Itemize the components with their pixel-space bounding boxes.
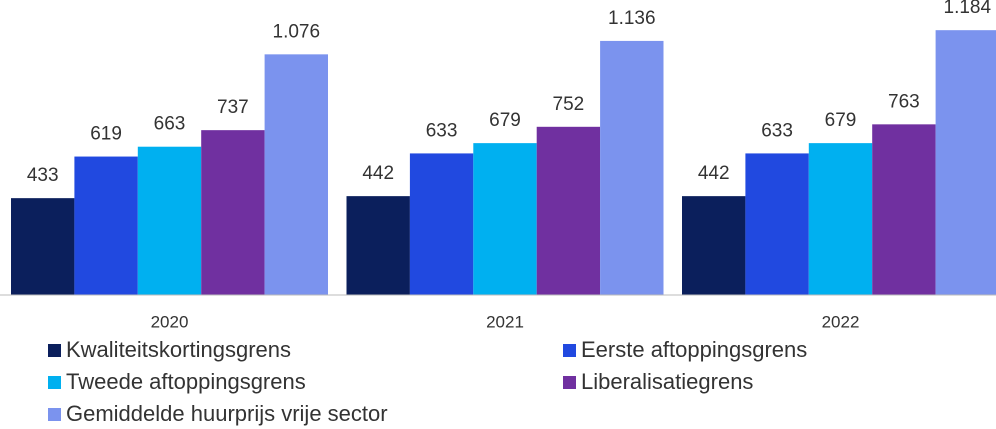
legend-marker xyxy=(48,376,61,389)
data-label: 1.136 xyxy=(608,8,656,29)
bar xyxy=(682,196,746,295)
data-label: 737 xyxy=(217,97,249,118)
data-label: 679 xyxy=(825,110,857,131)
bar xyxy=(346,196,410,295)
bar xyxy=(201,130,265,295)
legend-label: Tweede aftoppingsgrens xyxy=(66,369,306,394)
data-label: 442 xyxy=(698,163,730,184)
bar xyxy=(409,153,474,295)
bar xyxy=(264,54,328,296)
x-tick-label: 2021 xyxy=(486,312,524,331)
bar xyxy=(745,153,809,295)
legend-label: Kwaliteitskortingsgrens xyxy=(66,337,291,362)
data-label: 679 xyxy=(489,110,521,131)
data-label: 1.076 xyxy=(273,21,321,42)
legend-label: Liberalisatiegrens xyxy=(581,369,753,394)
bar xyxy=(808,143,873,295)
data-label: 442 xyxy=(362,163,394,184)
data-label: 1.184 xyxy=(944,0,992,18)
data-label: 663 xyxy=(154,114,186,135)
legend-label: Eerste aftoppingsgrens xyxy=(581,337,807,362)
bar xyxy=(11,198,75,295)
legend-marker xyxy=(563,344,576,357)
data-label: 763 xyxy=(888,91,920,112)
data-label: 633 xyxy=(426,120,458,141)
legend-marker xyxy=(563,376,576,389)
legend-label: Gemiddelde huurprijs vrije sector xyxy=(66,401,388,426)
x-tick-label: 2020 xyxy=(151,312,189,331)
legend-marker xyxy=(48,344,61,357)
bar xyxy=(935,30,996,296)
data-label: 433 xyxy=(27,165,59,186)
x-tick-label: 2022 xyxy=(822,312,860,331)
bar xyxy=(137,146,202,295)
bar xyxy=(872,124,936,296)
bar xyxy=(600,40,664,295)
legend-marker xyxy=(48,408,61,421)
bar xyxy=(473,143,537,295)
data-label: 633 xyxy=(761,120,793,141)
bar xyxy=(74,156,138,295)
data-label: 619 xyxy=(90,124,122,145)
data-label: 752 xyxy=(553,94,585,115)
bar xyxy=(536,126,601,295)
